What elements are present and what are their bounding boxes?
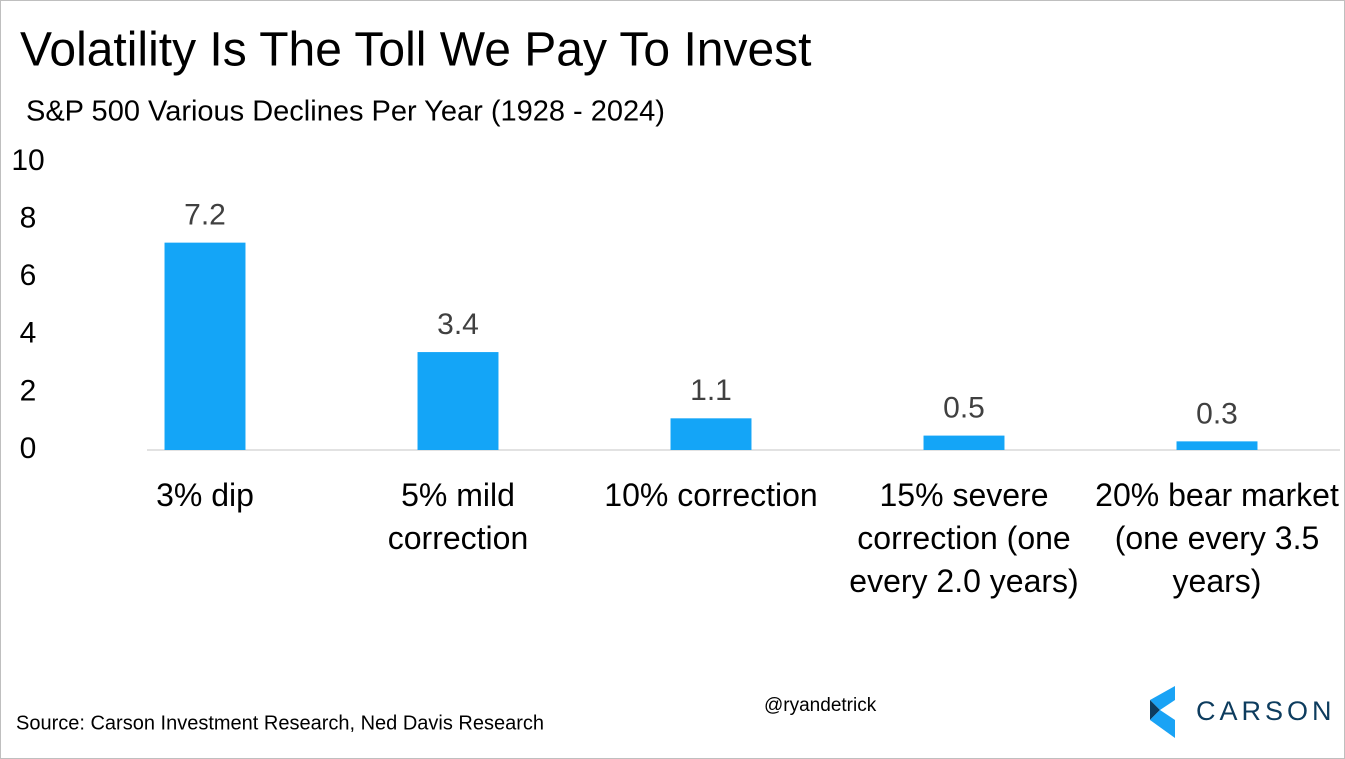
- x-tick-label: 5% mild correction: [387, 477, 529, 556]
- bar: [923, 435, 1005, 450]
- y-tick-label: 8: [20, 202, 37, 235]
- x-tick-label: 10% correction: [604, 477, 818, 513]
- x-tick-label: 15% severe correction (one every 2.0 yea…: [849, 477, 1079, 599]
- y-tick-label: 6: [20, 259, 37, 292]
- value-label: 0.3: [1196, 397, 1238, 430]
- value-label: 7.2: [184, 199, 226, 232]
- logo-text: CARSON: [1196, 696, 1336, 726]
- value-label: 0.5: [943, 392, 985, 425]
- y-tick-label: 10: [11, 144, 44, 177]
- bar: [670, 418, 752, 450]
- x-tick-label: 20% bear market (one every 3.5 years): [1095, 477, 1339, 599]
- y-tick-label: 2: [20, 374, 37, 407]
- source-note: Source: Carson Investment Research, Ned …: [16, 712, 544, 734]
- chart-subtitle: S&P 500 Various Declines Per Year (1928 …: [26, 96, 665, 128]
- bar: [164, 242, 246, 450]
- chart-title: Volatility Is The Toll We Pay To Invest: [20, 24, 812, 77]
- x-tick-label: 3% dip: [156, 477, 254, 513]
- value-label: 3.4: [437, 308, 479, 341]
- bar: [1176, 441, 1258, 450]
- logo-icon: [1150, 686, 1175, 738]
- author-handle: @ryandetrick: [764, 695, 877, 716]
- y-tick-label: 0: [20, 432, 37, 465]
- y-tick-label: 4: [20, 317, 37, 350]
- value-label: 1.1: [690, 374, 732, 407]
- bar: [417, 352, 499, 450]
